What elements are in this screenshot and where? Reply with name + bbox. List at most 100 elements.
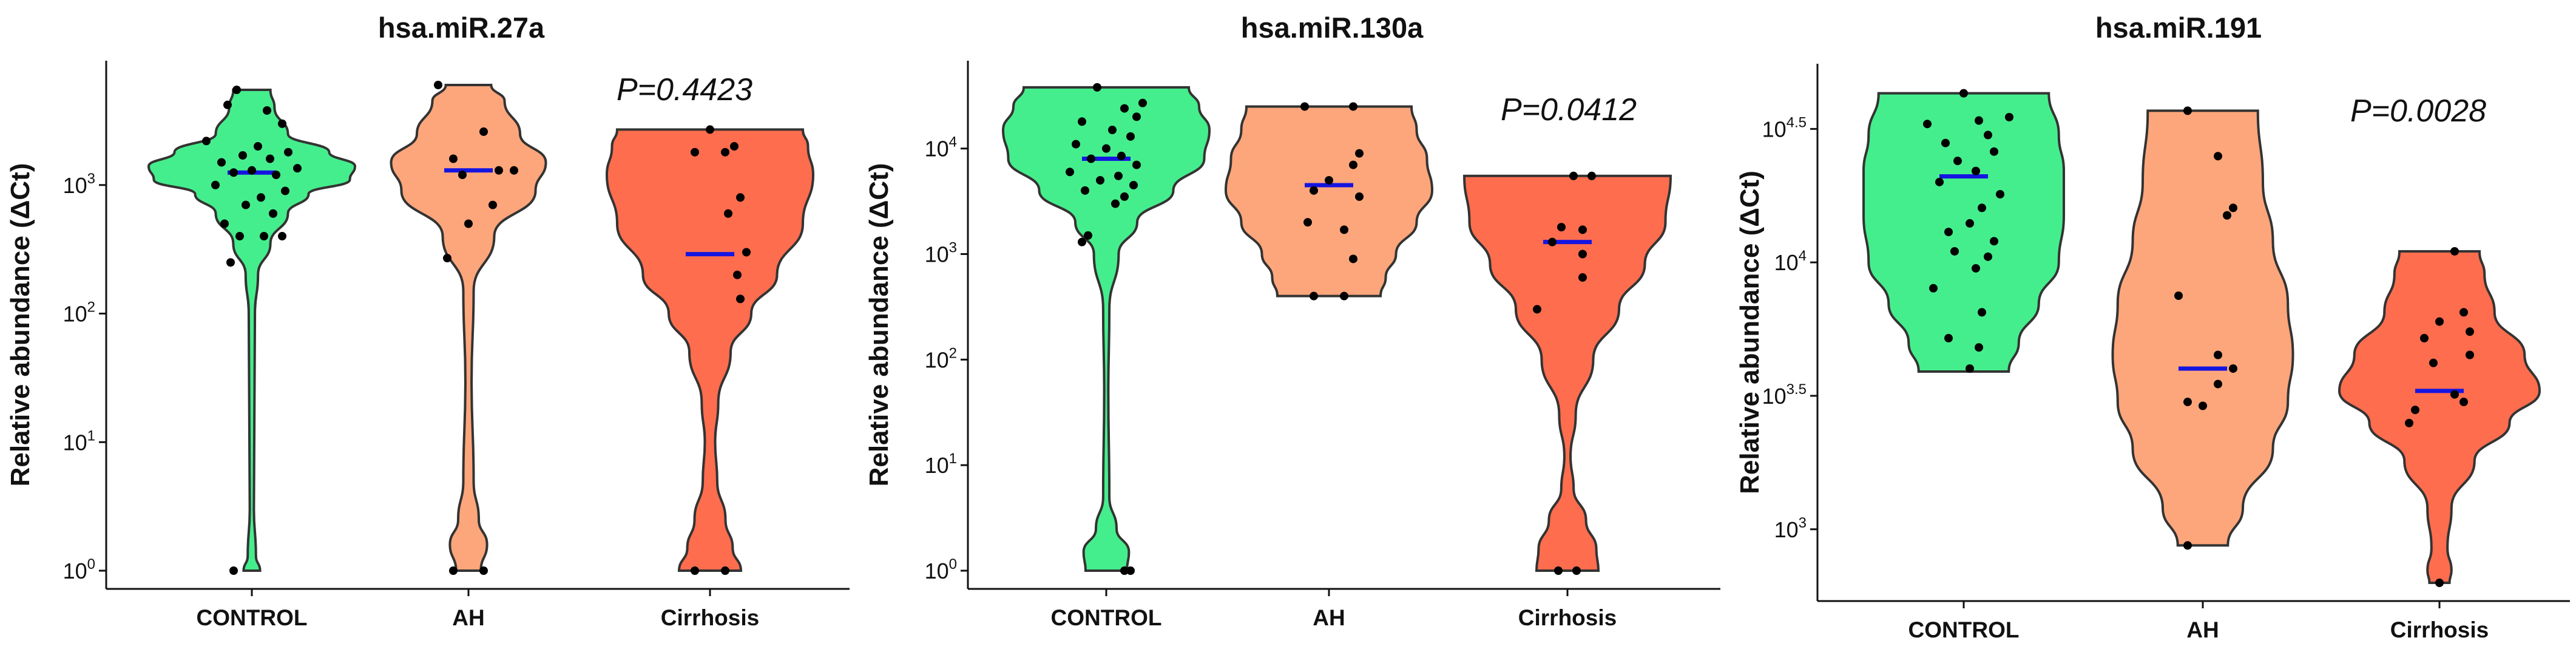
p-value-annotation: P=0.0412 bbox=[1501, 92, 1637, 127]
violin-cirrhosis bbox=[1462, 174, 1672, 572]
data-point bbox=[1096, 175, 1104, 185]
x-tick-label-ah: AH bbox=[1313, 605, 1345, 630]
data-point bbox=[721, 148, 729, 157]
data-point bbox=[1102, 144, 1111, 153]
data-point bbox=[1117, 151, 1126, 160]
data-point bbox=[229, 168, 238, 177]
data-point bbox=[1340, 291, 1348, 301]
x-tick-label-control: CONTROL bbox=[1908, 617, 2020, 642]
data-point bbox=[1066, 168, 1074, 177]
data-point bbox=[1340, 225, 1348, 234]
data-point bbox=[2429, 358, 2438, 367]
data-point bbox=[217, 158, 226, 167]
data-point bbox=[2435, 579, 2444, 587]
y-tick-label: 103 bbox=[63, 171, 95, 198]
data-point bbox=[721, 566, 729, 575]
y-tick-label: 102 bbox=[925, 345, 957, 372]
data-point bbox=[1975, 116, 1983, 125]
data-point bbox=[464, 219, 473, 228]
data-point bbox=[229, 566, 238, 575]
data-point bbox=[2214, 379, 2222, 389]
data-point bbox=[2435, 317, 2444, 326]
data-point bbox=[266, 154, 274, 163]
p-value-annotation: P=0.4423 bbox=[617, 72, 752, 107]
data-point bbox=[1935, 177, 1944, 186]
data-point bbox=[449, 154, 458, 163]
data-point bbox=[2450, 390, 2459, 399]
data-point bbox=[272, 171, 280, 180]
data-point bbox=[1349, 160, 1357, 169]
x-tick-label-cirrhosis: Cirrhosis bbox=[2390, 617, 2489, 642]
data-point bbox=[2229, 203, 2237, 212]
data-point bbox=[220, 219, 229, 228]
data-point bbox=[1984, 131, 1992, 140]
data-point bbox=[2405, 418, 2413, 427]
data-point bbox=[226, 258, 235, 267]
data-point bbox=[269, 209, 277, 218]
data-point bbox=[2223, 211, 2231, 220]
data-point bbox=[1941, 138, 1950, 148]
violin-ah bbox=[1224, 105, 1434, 297]
y-tick-label: 103 bbox=[1774, 515, 1807, 542]
data-point bbox=[1578, 225, 1587, 234]
data-point bbox=[242, 200, 250, 209]
y-tick-label: 101 bbox=[63, 427, 95, 455]
data-point bbox=[1944, 228, 1953, 237]
violin-cirrhosis bbox=[2338, 250, 2541, 584]
data-point bbox=[1972, 263, 1980, 273]
data-point bbox=[254, 142, 262, 151]
chart-panel-2: hsa.miR.191 Relative abundance (ΔCt) 103 10… bbox=[1735, 12, 2570, 642]
data-point bbox=[2183, 398, 2192, 407]
data-point bbox=[2450, 246, 2459, 256]
data-point bbox=[2466, 327, 2474, 336]
data-point bbox=[691, 148, 699, 157]
data-point bbox=[202, 137, 211, 146]
x-tick-label-cirrhosis: Cirrhosis bbox=[661, 605, 759, 630]
data-point bbox=[495, 166, 503, 175]
violin-control bbox=[1862, 92, 2066, 373]
data-point bbox=[510, 166, 518, 175]
data-point bbox=[706, 125, 714, 134]
x-tick-label-ah: AH bbox=[452, 605, 484, 630]
data-point bbox=[1984, 252, 1992, 261]
data-point bbox=[730, 142, 739, 151]
data-point bbox=[293, 164, 302, 173]
data-point bbox=[2466, 350, 2474, 359]
data-point bbox=[724, 209, 732, 218]
data-point bbox=[260, 232, 268, 241]
chart-title: hsa.miR.191 bbox=[2095, 12, 2262, 44]
data-point bbox=[2214, 152, 2222, 161]
chart-panel-1: hsa.miR.130a Relative abundance (ΔCt) 100 1… bbox=[864, 12, 1720, 630]
data-point bbox=[488, 200, 497, 209]
data-point bbox=[238, 151, 247, 160]
data-point bbox=[1114, 171, 1123, 180]
x-tick-label-cirrhosis: Cirrhosis bbox=[1518, 605, 1617, 630]
data-point bbox=[1078, 117, 1086, 126]
data-point bbox=[1084, 231, 1092, 240]
data-point bbox=[1578, 273, 1587, 282]
data-point bbox=[1966, 219, 1974, 228]
chart-panel-0: hsa.miR.27a Relative abundance (ΔCt) 100 10… bbox=[5, 12, 850, 630]
data-point bbox=[2199, 401, 2207, 410]
data-point bbox=[1950, 246, 1959, 256]
data-point bbox=[2005, 112, 2013, 121]
data-point bbox=[1132, 112, 1141, 121]
data-point bbox=[1120, 104, 1129, 113]
data-point bbox=[1578, 250, 1587, 259]
data-point bbox=[2214, 350, 2222, 359]
data-point bbox=[1572, 566, 1581, 575]
data-point bbox=[1132, 160, 1141, 169]
data-point bbox=[1310, 291, 1318, 301]
data-point bbox=[1087, 154, 1095, 163]
data-point bbox=[479, 566, 488, 575]
x-tick-label-control: CONTROL bbox=[1051, 605, 1162, 630]
data-point bbox=[1349, 102, 1357, 111]
data-point bbox=[1923, 120, 1932, 129]
data-point bbox=[232, 86, 241, 95]
data-point bbox=[1978, 203, 1986, 212]
chart-title: hsa.miR.27a bbox=[378, 12, 545, 44]
data-point bbox=[1587, 171, 1596, 180]
data-point bbox=[443, 254, 451, 263]
data-point bbox=[1959, 89, 1968, 98]
chart-title: hsa.miR.130a bbox=[1241, 12, 1424, 44]
